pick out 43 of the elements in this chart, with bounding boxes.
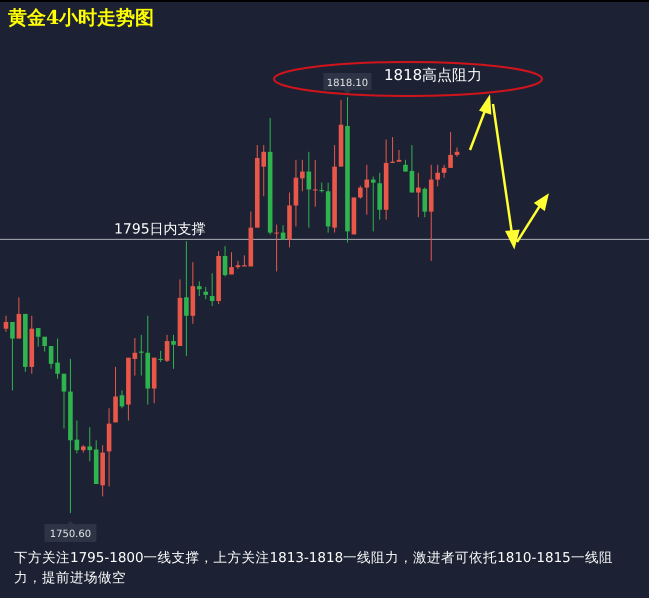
candlestick (390, 136, 395, 164)
candlestick (312, 159, 318, 208)
text: 下方关注1795-1800一线支撑，上方关注1813-1818一线阻力，激进者可依托1810-1815一线阻力，提前进场做空 (14, 549, 614, 588)
candlestick (242, 254, 247, 267)
candlestick (4, 315, 8, 332)
candlestick (274, 224, 279, 272)
candlestick (454, 147, 460, 158)
candlestick (435, 164, 440, 187)
candlestick (364, 164, 370, 216)
candlestick (422, 187, 428, 218)
candlestick (42, 336, 47, 352)
candlestick (196, 280, 202, 297)
candlestick (210, 272, 214, 306)
candlestick (36, 328, 41, 348)
candlestick (448, 132, 453, 168)
candlestick (358, 185, 363, 200)
ref-line-label: 1795日内支撑 (114, 221, 206, 238)
candlestick (229, 252, 234, 275)
candlestick (164, 334, 170, 363)
chart-title: 黄金4小时走势图 (7, 7, 154, 29)
annotation: 1750.60 (50, 529, 92, 540)
candlestick (370, 176, 376, 232)
candlestick (74, 420, 80, 454)
candlestick (62, 373, 66, 430)
candlestick (261, 144, 266, 197)
candlestick (222, 246, 228, 277)
candlestick (132, 337, 138, 376)
candlestick (87, 426, 92, 462)
candlestick (184, 240, 189, 356)
candlestick (280, 224, 286, 240)
candlestick (120, 390, 124, 409)
candlestick (319, 182, 324, 194)
candlestick (306, 151, 312, 228)
candlestick (139, 334, 144, 376)
candlestick (158, 350, 163, 363)
candlestick (416, 172, 421, 218)
annotation: 1818.10 (326, 78, 368, 89)
candlestick (300, 159, 305, 192)
candlestick (442, 164, 446, 178)
candlestick (10, 321, 15, 391)
candlestick (171, 334, 176, 370)
candlestick (203, 286, 208, 300)
text: 1818高点阻力 (384, 66, 482, 84)
